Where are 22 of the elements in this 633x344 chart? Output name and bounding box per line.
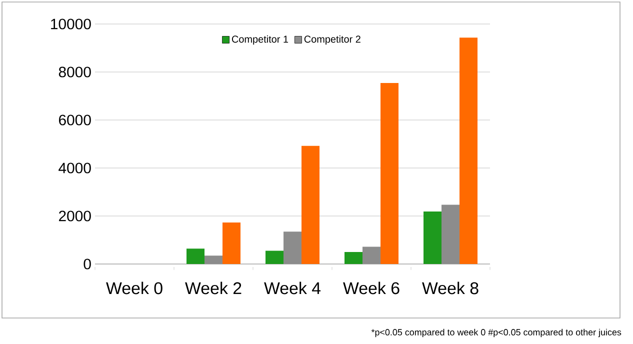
x-tick-label: Week 4 [264, 282, 321, 294]
bar [266, 250, 284, 264]
bar [222, 222, 241, 264]
y-tick-label: 10000 [51, 18, 91, 30]
text: *p<0.05 compared to week 0 #p<0.05 compared to other juices [371, 328, 622, 338]
bar [380, 83, 399, 264]
bar [460, 38, 478, 264]
y-tick-label: 0 [84, 258, 91, 270]
legend-label: Competitor 1 [232, 35, 288, 45]
bar [186, 248, 205, 264]
legend-label: Competitor 2 [304, 35, 360, 45]
bar [344, 252, 363, 264]
bar [424, 211, 442, 264]
x-tick-label: Week 6 [343, 282, 400, 294]
x-tick-label: Week 8 [422, 282, 478, 294]
y-tick-label: 6000 [59, 114, 91, 126]
x-tick-label: Week 0 [106, 282, 162, 294]
bar [302, 146, 320, 264]
y-tick-label: 4000 [58, 162, 91, 174]
y-tick-label: 2000 [58, 210, 91, 222]
y-tick-label: 8000 [58, 66, 91, 78]
x-tick-label: Week 2 [185, 282, 242, 294]
